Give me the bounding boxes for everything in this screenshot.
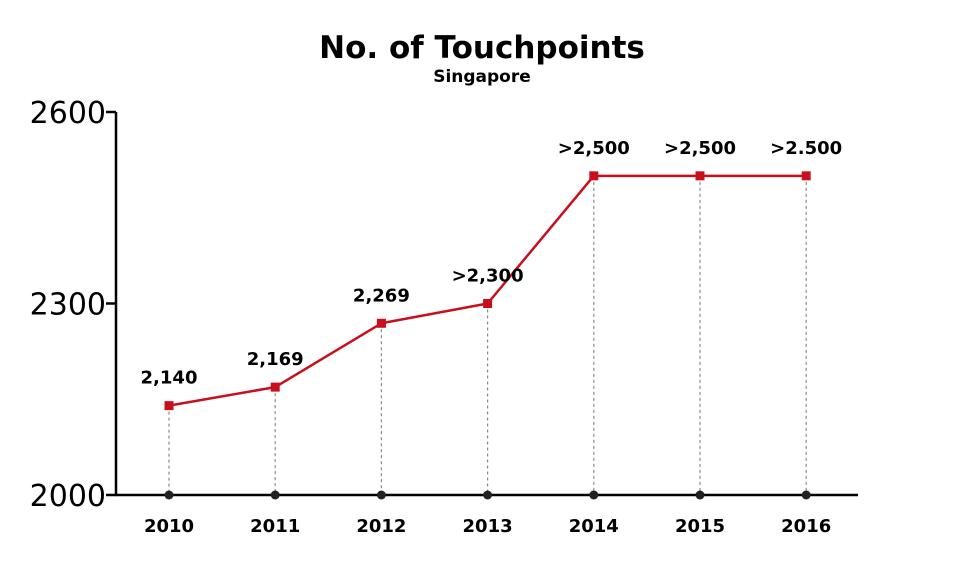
data-label: >2.500 <box>770 138 842 159</box>
x-tick-label: 2013 <box>463 516 513 537</box>
x-axis-ticks: 2010 2011 2012 2013 2014 2015 2016 <box>144 516 831 537</box>
y-tick-label: 2000 <box>30 479 106 514</box>
x-tick-label: 2015 <box>675 516 725 537</box>
x-tick-label: 2010 <box>144 516 194 537</box>
data-label: >2,500 <box>558 138 630 159</box>
baseline-dots <box>164 490 811 500</box>
y-tick-label: 2300 <box>30 288 106 323</box>
baseline-dot <box>376 490 386 500</box>
data-label: 2,140 <box>141 368 198 389</box>
data-markers <box>164 171 811 411</box>
data-label: >2,500 <box>664 138 736 159</box>
data-labels: 2,140 2,169 2,269 >2,300 >2,500 >2,500 >2.500 <box>141 138 843 389</box>
baseline-dot <box>483 490 493 500</box>
data-point-marker <box>164 401 174 411</box>
baseline-dot <box>270 490 280 500</box>
x-tick-label: 2011 <box>250 516 300 537</box>
baseline-dot <box>801 490 811 500</box>
y-tick-label: 2600 <box>30 96 106 131</box>
data-point-marker <box>695 171 705 181</box>
y-axis-ticks: 2000 2300 2600 <box>30 96 116 514</box>
data-label: >2,300 <box>452 266 524 287</box>
data-point-marker <box>589 171 599 181</box>
baseline-dot <box>164 490 174 500</box>
chart-title: No. of Touchpoints <box>319 30 645 66</box>
data-label: 2,269 <box>353 285 410 306</box>
data-point-marker <box>376 318 386 328</box>
data-point-marker <box>801 171 811 181</box>
x-tick-label: 2016 <box>781 516 831 537</box>
drop-lines <box>168 175 807 495</box>
data-point-marker <box>483 299 493 308</box>
baseline-dot <box>589 490 599 500</box>
baseline-dot <box>695 490 705 500</box>
data-point-marker <box>270 382 280 392</box>
x-tick-label: 2012 <box>356 516 406 537</box>
chart-subtitle: Singapore <box>433 67 531 87</box>
data-label: 2,169 <box>247 349 304 370</box>
x-tick-label: 2014 <box>569 516 619 537</box>
